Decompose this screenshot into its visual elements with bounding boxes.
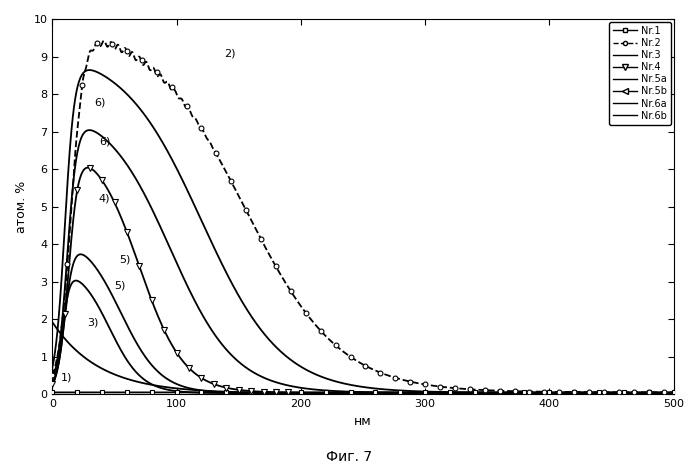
Text: 6): 6) [94,97,106,107]
Text: 5): 5) [120,254,131,264]
Text: Фиг. 7: Фиг. 7 [326,450,373,464]
Text: 4): 4) [99,193,110,203]
Y-axis label: атом. %: атом. % [15,180,28,233]
Text: 2): 2) [224,48,236,59]
Text: 3): 3) [87,318,99,328]
Text: 5): 5) [115,281,126,290]
Legend: Nr.1, Nr.2, Nr.3, Nr.4, Nr.5a, Nr.5b, Nr.6a, Nr.6b: Nr.1, Nr.2, Nr.3, Nr.4, Nr.5a, Nr.5b, Nr… [609,22,670,125]
X-axis label: нм: нм [354,415,372,428]
Text: 6): 6) [100,137,111,147]
Text: 1): 1) [61,372,73,382]
